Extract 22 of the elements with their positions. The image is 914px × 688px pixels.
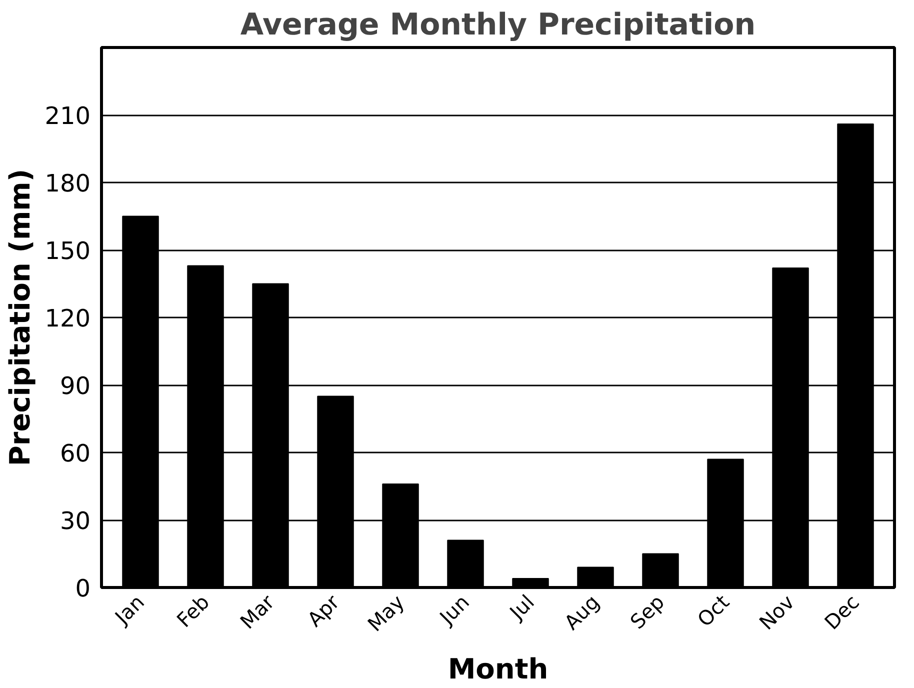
x-tick-label: Jul bbox=[504, 590, 539, 626]
y-tick-label: 210 bbox=[44, 102, 91, 130]
y-tick-label: 0 bbox=[75, 574, 91, 602]
y-tick-label: 120 bbox=[44, 304, 91, 332]
y-tick-label: 90 bbox=[60, 372, 91, 400]
x-tick-label: Oct bbox=[692, 590, 734, 632]
x-tick-label: Jun bbox=[433, 590, 474, 630]
x-tick-label: Aug bbox=[559, 590, 604, 635]
x-tick-label: Feb bbox=[172, 590, 214, 632]
y-axis-title: Precipitation (mm) bbox=[4, 168, 37, 466]
y-tick-label: 60 bbox=[60, 440, 91, 468]
y-tick-label: 180 bbox=[44, 170, 91, 198]
x-tick-label: Nov bbox=[754, 590, 800, 635]
y-tick-label: 150 bbox=[44, 237, 91, 265]
x-tick-label: Mar bbox=[235, 589, 280, 634]
x-tick-label: Dec bbox=[820, 590, 864, 634]
x-tick-label: Jan bbox=[108, 590, 149, 630]
x-tick-label: Apr bbox=[302, 589, 345, 632]
x-tick-label: Sep bbox=[625, 590, 669, 634]
y-tick-label: 30 bbox=[60, 507, 91, 535]
x-axis-title: Month bbox=[448, 652, 548, 686]
chart-title: Average Monthly Precipitation bbox=[240, 8, 756, 42]
